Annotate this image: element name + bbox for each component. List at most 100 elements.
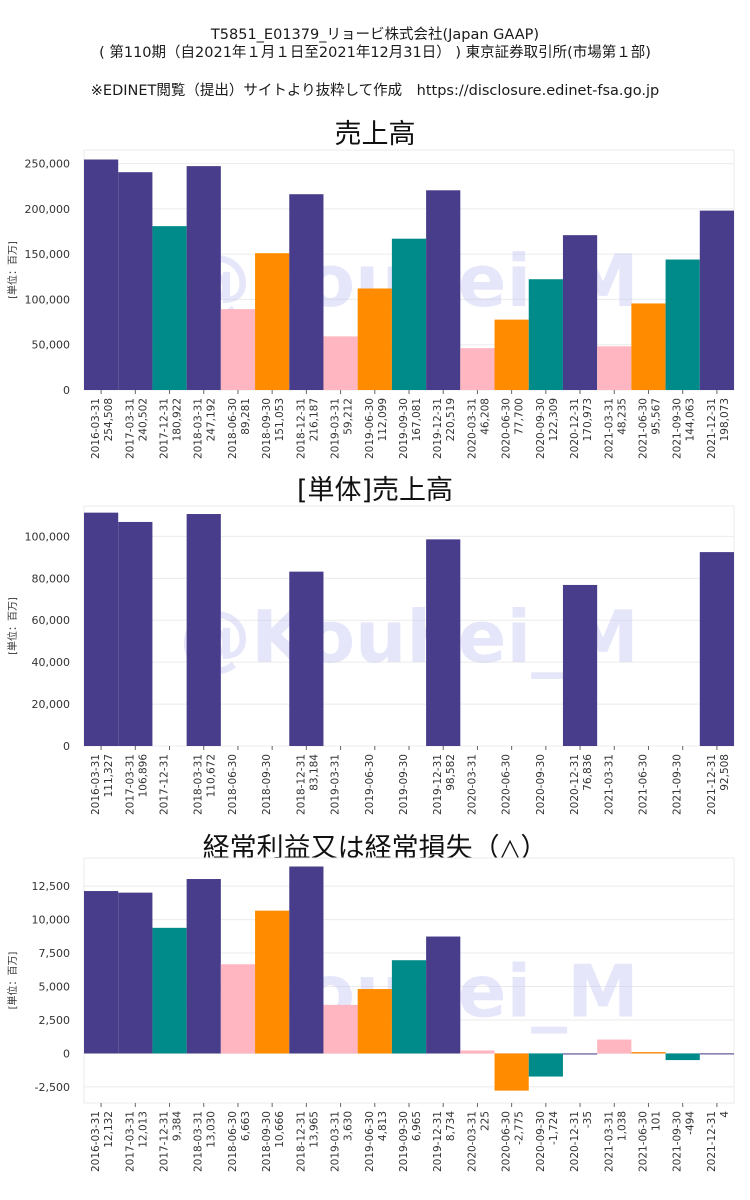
x-tick-label: 2017-12-31 [159, 754, 171, 815]
bar-value-label: 4 [719, 1111, 731, 1118]
bar [84, 512, 119, 746]
x-tick-label: 2016-03-31 [90, 754, 102, 815]
bar-value-label: 13,030 [206, 1111, 218, 1148]
bar [118, 521, 153, 746]
y-tick-label: 40,000 [32, 656, 71, 669]
x-tick-label: 2020-12-31 [569, 754, 581, 815]
bar-value-label: 110,672 [206, 754, 218, 797]
x-tick-label: 2020-09-30 [535, 754, 547, 815]
y-tick-label: 12,500 [32, 880, 71, 893]
bar [84, 159, 119, 390]
x-tick-label: 2019-09-30 [398, 754, 410, 815]
y-tick-label: 2,500 [39, 1014, 71, 1027]
x-tick-label: 2021-03-31 [603, 1111, 615, 1172]
x-tick-label: 2019-12-31 [432, 754, 444, 815]
bar [699, 1053, 734, 1055]
bar [186, 166, 221, 390]
bar-value-label: 3,630 [343, 1111, 355, 1141]
x-tick-label: 2019-12-31 [432, 398, 444, 459]
chart-title-sales: 売上高 [334, 119, 416, 150]
chart-nonconsolidated-sales: 0 20,000 40,000 60,000 80,000 100,000 [単位：百万] @… [6, 505, 735, 815]
bar [631, 303, 666, 390]
bar [289, 571, 324, 746]
y-tick-label: 200,000 [25, 203, 71, 216]
bar [699, 552, 734, 746]
bar-value-label: 1,038 [616, 1111, 628, 1141]
bar [186, 879, 221, 1054]
bar [426, 190, 461, 390]
bar-value-label: 254,508 [103, 398, 115, 441]
bar-value-label: 77,700 [514, 398, 526, 435]
bar [699, 210, 734, 390]
bar [665, 1053, 700, 1061]
report-company-title: T5851_E01379_リョービ株式会社(Japan GAAP) [210, 27, 540, 43]
x-tick-label: 2021-12-31 [706, 398, 718, 459]
bar-value-label: 95,567 [650, 398, 662, 435]
bar-value-label: 122,309 [548, 398, 560, 441]
bar [494, 319, 529, 390]
x-tick-label: 2018-06-30 [227, 1111, 239, 1172]
x-tick-label: 2019-03-31 [330, 398, 342, 459]
bar [186, 514, 221, 746]
bar-value-label: 180,922 [172, 398, 184, 441]
bar-value-label: 101 [650, 1111, 662, 1131]
bar-value-label: 240,502 [137, 398, 149, 441]
bar [220, 964, 256, 1054]
x-tick-label: 2017-03-31 [124, 398, 136, 459]
y-tick-label: 80,000 [32, 572, 71, 585]
y-tick-label: 150,000 [25, 248, 71, 261]
x-tick-label: 2019-06-30 [364, 398, 376, 459]
bar [152, 226, 187, 390]
bar-value-label: 144,063 [685, 398, 697, 441]
bar-value-label: 13,965 [308, 1111, 320, 1148]
y-tick-label: 0 [63, 1047, 70, 1060]
bar [84, 891, 119, 1054]
bar [597, 346, 632, 390]
report-period-line: ( 第110期（自2021年１月１日至2021年12月31日） ) 東京証券取引… [99, 45, 651, 61]
bar-value-label: 12,013 [137, 1111, 149, 1148]
x-tick-label: 2017-03-31 [124, 1111, 136, 1172]
bar-value-label: 98,582 [445, 754, 457, 791]
x-tick-label: 2020-12-31 [569, 398, 581, 459]
bar [528, 279, 563, 390]
bar-value-label: 216,187 [308, 398, 320, 441]
x-tick-label: 2021-03-31 [603, 754, 615, 815]
x-tick-label: 2020-06-30 [501, 754, 513, 815]
y-tick-label: 5,000 [39, 981, 71, 994]
x-tick-label: 2018-03-31 [193, 1111, 205, 1172]
x-tick-label: 2018-09-30 [261, 398, 273, 459]
bar [562, 584, 598, 746]
chart-title-nonconsolidated-sales: [単体]売上高 [296, 475, 454, 506]
x-tick-label: 2020-06-30 [501, 1111, 513, 1172]
y-tick-label: 50,000 [32, 339, 71, 352]
x-tick-label: 2018-12-31 [295, 754, 307, 815]
bar-value-label: 151,053 [274, 398, 286, 441]
bar [562, 1053, 598, 1055]
x-tick-label: 2021-06-30 [637, 1111, 649, 1172]
bar-value-label: 83,184 [308, 754, 320, 791]
x-tick-label: 2018-06-30 [227, 398, 239, 459]
x-tick-label: 2018-06-30 [227, 754, 239, 815]
y-tick-label: 0 [63, 740, 70, 753]
bar [426, 539, 461, 746]
bar-value-label: 198,073 [719, 398, 731, 441]
bar [118, 172, 153, 390]
bar-value-label: 4,813 [377, 1111, 389, 1141]
y-axis-label: [単位：百万] [6, 241, 19, 299]
x-tick-label: 2021-12-31 [706, 754, 718, 815]
bar [255, 910, 290, 1054]
bar [597, 1039, 632, 1054]
bar [494, 1053, 529, 1091]
x-tick-label: 2018-09-30 [261, 754, 273, 815]
bar-value-label: 106,896 [137, 754, 149, 798]
x-tick-label: 2018-09-30 [261, 1111, 273, 1172]
x-tick-label: 2020-09-30 [535, 1111, 547, 1172]
bar-value-label: -1,724 [548, 1111, 560, 1145]
bar-value-label: 10,666 [274, 1111, 286, 1148]
bar-value-label: 6,663 [240, 1111, 252, 1141]
bar [289, 866, 324, 1054]
y-tick-label: 100,000 [25, 293, 71, 306]
y-tick-label: 0 [63, 384, 70, 397]
bar [460, 348, 495, 390]
x-tick-label: 2019-06-30 [364, 754, 376, 815]
